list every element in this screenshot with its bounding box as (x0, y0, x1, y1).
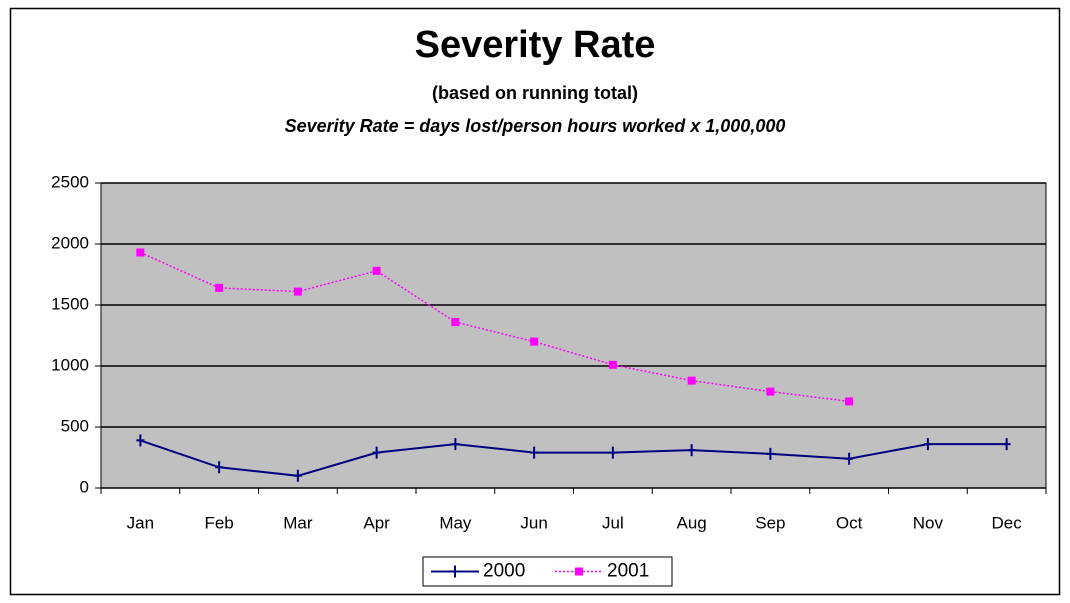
x-tick-label: Feb (204, 513, 233, 532)
data-point (923, 438, 932, 451)
x-tick-label: Jan (127, 513, 154, 532)
data-point (530, 446, 539, 459)
data-point (687, 444, 696, 457)
x-tick-label: Apr (363, 513, 390, 532)
chart-title: Severity Rate (415, 24, 656, 66)
chart-subtitle: (based on running total) (432, 83, 638, 103)
data-point (608, 360, 617, 369)
plot-area (100, 182, 1047, 489)
x-tick-label: Sep (755, 513, 785, 532)
chart-annotation: Severity Rate = days lost/person hours w… (285, 116, 786, 136)
data-point (451, 438, 460, 451)
data-point (608, 446, 617, 459)
y-tick-label: 2000 (51, 233, 89, 252)
data-point (136, 434, 145, 447)
legend-label: 2001 (607, 561, 649, 582)
data-point (293, 287, 302, 296)
series-line (140, 439, 1007, 477)
data-point (845, 452, 854, 465)
data-point (451, 318, 460, 327)
y-tick-label: 1000 (51, 355, 89, 374)
x-tick-label: May (439, 513, 472, 532)
data-point (293, 469, 302, 482)
y-tick-label: 1500 (51, 294, 89, 313)
legend-label: 2000 (483, 561, 525, 582)
data-point (530, 337, 539, 346)
x-tick-label: Aug (677, 513, 707, 532)
x-tick-label: Mar (283, 513, 313, 532)
legend-marker (575, 567, 583, 576)
data-point (136, 248, 145, 257)
data-point (845, 397, 854, 406)
data-point (1002, 438, 1011, 451)
y-tick-label: 500 (61, 416, 89, 435)
x-tick-label: Oct (836, 513, 863, 532)
data-point (766, 447, 775, 460)
data-point (766, 387, 775, 396)
series-line (140, 251, 850, 403)
data-point (687, 376, 696, 385)
x-tick-label: Dec (992, 513, 1023, 532)
data-point (215, 461, 224, 474)
data-point (372, 266, 381, 275)
data-point (372, 446, 381, 459)
y-tick-label: 0 (80, 477, 89, 496)
data-point (215, 283, 224, 292)
x-tick-label: Nov (913, 513, 944, 532)
x-tick-label: Jul (602, 513, 624, 532)
y-tick-label: 2500 (51, 172, 89, 191)
x-tick-label: Jun (520, 513, 547, 532)
